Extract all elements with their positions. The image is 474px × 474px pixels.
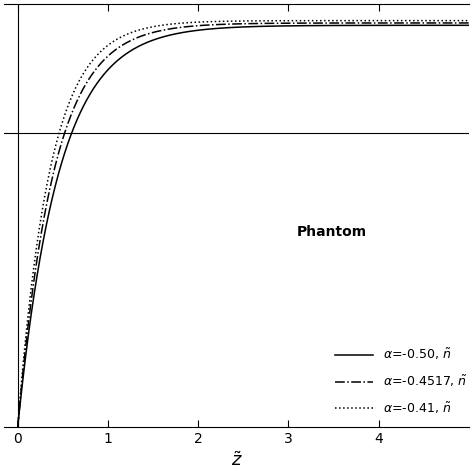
Legend: $\alpha$=-0.50, $\tilde{n}$, $\alpha$=-0.4517, $\tilde{n}$, $\alpha$=-0.41, $\ti: $\alpha$=-0.50, $\tilde{n}$, $\alpha$=-0… [330, 342, 472, 421]
Text: Phantom: Phantom [297, 226, 367, 239]
X-axis label: $\tilde{z}$: $\tilde{z}$ [230, 451, 242, 470]
